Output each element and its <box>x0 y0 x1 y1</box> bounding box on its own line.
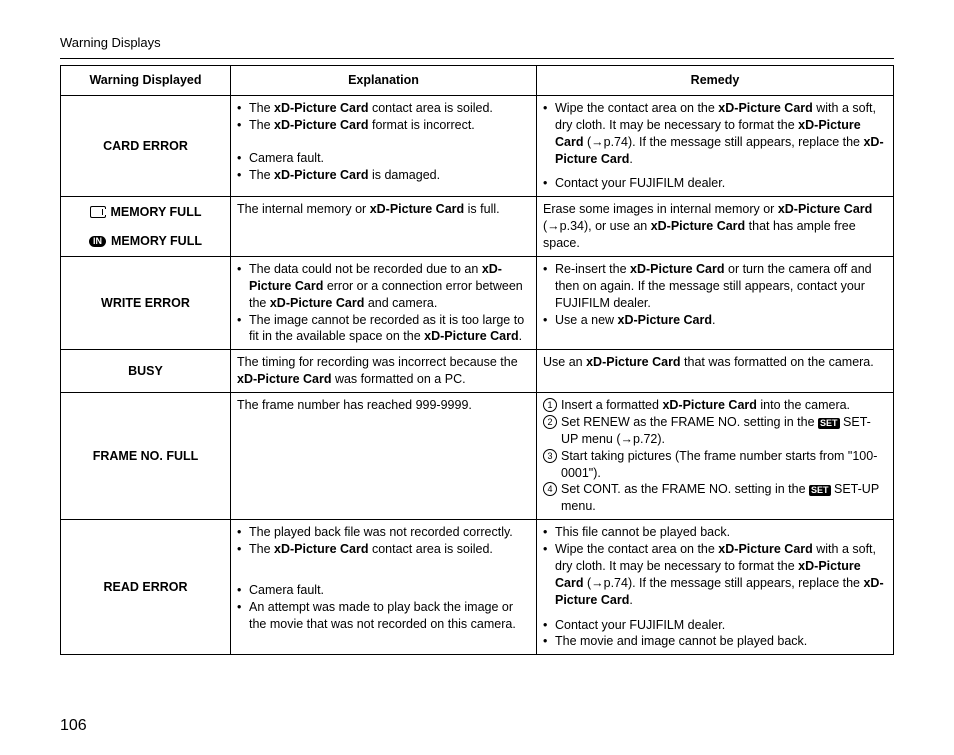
table-row: BUSY The timing for recording was incorr… <box>61 350 894 393</box>
warning-label: CARD ERROR <box>61 95 231 196</box>
explanation-cell: The frame number has reached 999-9999. <box>231 393 537 520</box>
explanation-cell: The timing for recording was incorrect b… <box>231 350 537 393</box>
set-icon: SET <box>818 418 840 429</box>
table-row: READ ERROR The played back file was not … <box>61 520 894 655</box>
explanation-cell: The data could not be recorded due to an… <box>231 256 537 349</box>
warning-label: READ ERROR <box>61 520 231 655</box>
header-warning: Warning Displayed <box>61 66 231 96</box>
card-icon <box>90 206 106 218</box>
in-icon: IN <box>89 236 106 247</box>
warning-label: FRAME NO. FULL <box>61 393 231 520</box>
warning-label: BUSY <box>61 350 231 393</box>
header-explanation: Explanation <box>231 66 537 96</box>
explanation-cell: The internal memory or xD-Picture Card i… <box>231 197 537 257</box>
explanation-cell: The played back file was not recorded co… <box>231 520 537 655</box>
remedy-cell: Insert a formatted xD-Picture Card into … <box>537 393 894 520</box>
warning-label: MEMORY FULL INMEMORY FULL <box>61 197 231 257</box>
remedy-cell: Erase some images in internal memory or … <box>537 197 894 257</box>
warning-label: WRITE ERROR <box>61 256 231 349</box>
section-title: Warning Displays <box>60 35 894 50</box>
warning-table: Warning Displayed Explanation Remedy CAR… <box>60 65 894 655</box>
remedy-cell: Re-insert the xD-Picture Card or turn th… <box>537 256 894 349</box>
table-row: FRAME NO. FULL The frame number has reac… <box>61 393 894 520</box>
table-header-row: Warning Displayed Explanation Remedy <box>61 66 894 96</box>
remedy-cell: Use an xD-Picture Card that was formatte… <box>537 350 894 393</box>
remedy-cell: This file cannot be played back. Wipe th… <box>537 520 894 655</box>
explanation-cell: The xD-Picture Card contact area is soil… <box>231 95 537 196</box>
table-row: WRITE ERROR The data could not be record… <box>61 256 894 349</box>
header-remedy: Remedy <box>537 66 894 96</box>
set-icon: SET <box>809 485 831 496</box>
manual-page: Warning Displays Warning Displayed Expla… <box>0 0 954 755</box>
page-number: 106 <box>60 717 87 735</box>
table-row: CARD ERROR The xD-Picture Card contact a… <box>61 95 894 196</box>
table-row: MEMORY FULL INMEMORY FULL The internal m… <box>61 197 894 257</box>
horizontal-rule <box>60 58 894 59</box>
remedy-cell: Wipe the contact area on the xD-Picture … <box>537 95 894 196</box>
